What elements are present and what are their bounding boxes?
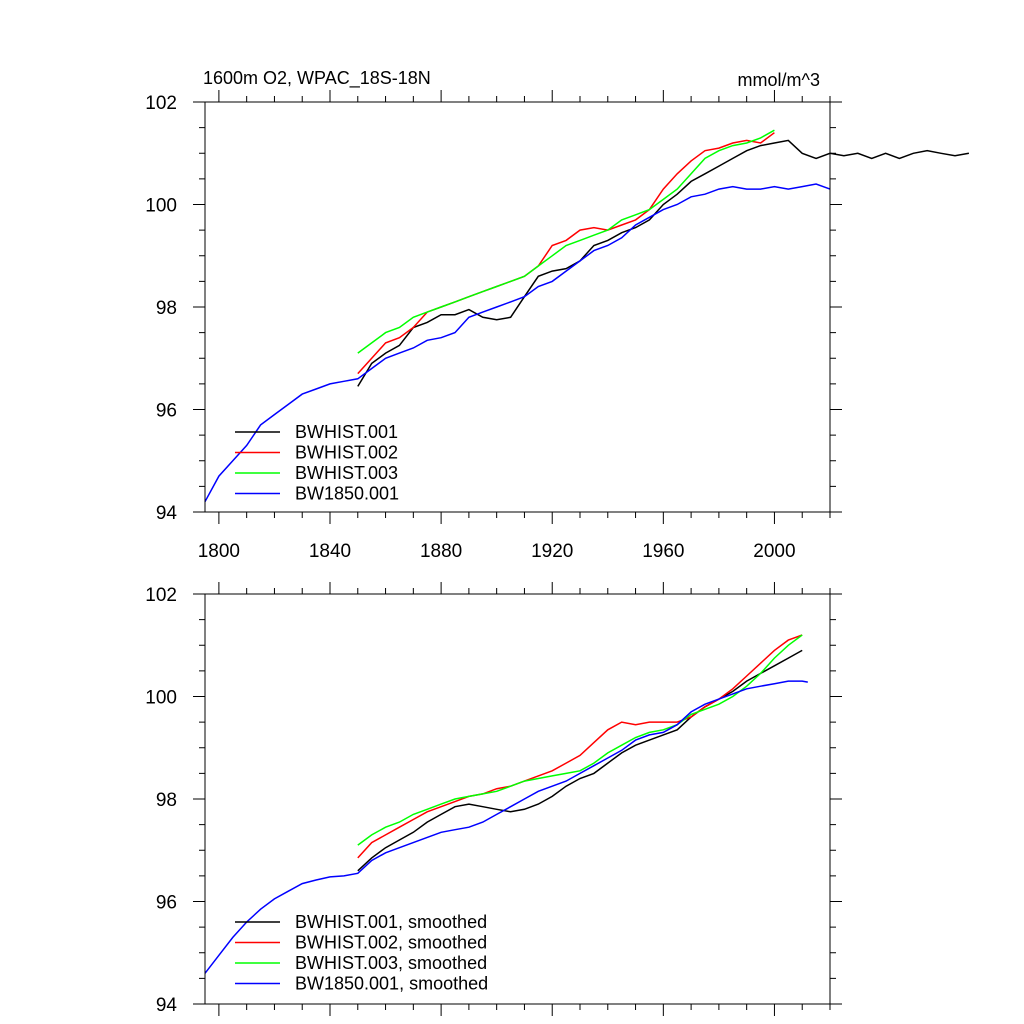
series-line-4: [204, 680, 808, 974]
x-tick-label: 1840: [309, 541, 351, 562]
series-line-2: [357, 634, 803, 859]
x-tick-label: 2000: [753, 541, 795, 562]
legend-label: BW1850.001, smoothed: [295, 974, 488, 994]
x-tick-label: 1960: [642, 541, 684, 562]
legend-label: BWHIST.002, smoothed: [295, 933, 487, 953]
legend-label: BWHIST.001, smoothed: [295, 912, 487, 932]
units-label: mmol/m^3: [738, 70, 820, 90]
y-tick-label: 102: [145, 93, 177, 114]
y-tick-label: 100: [145, 196, 177, 217]
y-tick-label: 102: [145, 585, 177, 606]
legend-label: BWHIST.003, smoothed: [295, 953, 487, 973]
y-tick-label: 98: [156, 790, 177, 811]
y-tick-label: 98: [156, 298, 177, 319]
x-tick-label: 1800: [198, 541, 240, 562]
series-line-2: [357, 132, 775, 375]
legend-label: BWHIST.003: [295, 463, 398, 483]
y-tick-label: 96: [156, 401, 177, 422]
series-line-3: [357, 129, 775, 354]
legend-label: BWHIST.002: [295, 443, 398, 463]
y-tick-label: 100: [145, 688, 177, 709]
y-tick-label: 96: [156, 893, 177, 914]
y-tick-label: 94: [156, 995, 178, 1016]
y-tick-label: 94: [156, 503, 178, 524]
series-line-1: [357, 139, 970, 387]
series-line-4: [204, 183, 831, 503]
series-line-1: [357, 649, 803, 872]
legend-label: BW1850.001: [295, 484, 399, 504]
chart-title: 1600m O2, WPAC_18S-18N: [203, 68, 431, 89]
top-panel: 94 96 98 100 102 1800 1840 1880 1920 1960 2000 BWHI…: [145, 90, 970, 562]
x-tick-label: 1880: [420, 541, 462, 562]
legend-label: BWHIST.001: [295, 422, 398, 442]
x-tick-label: 1920: [531, 541, 573, 562]
series-line-3: [357, 634, 803, 846]
